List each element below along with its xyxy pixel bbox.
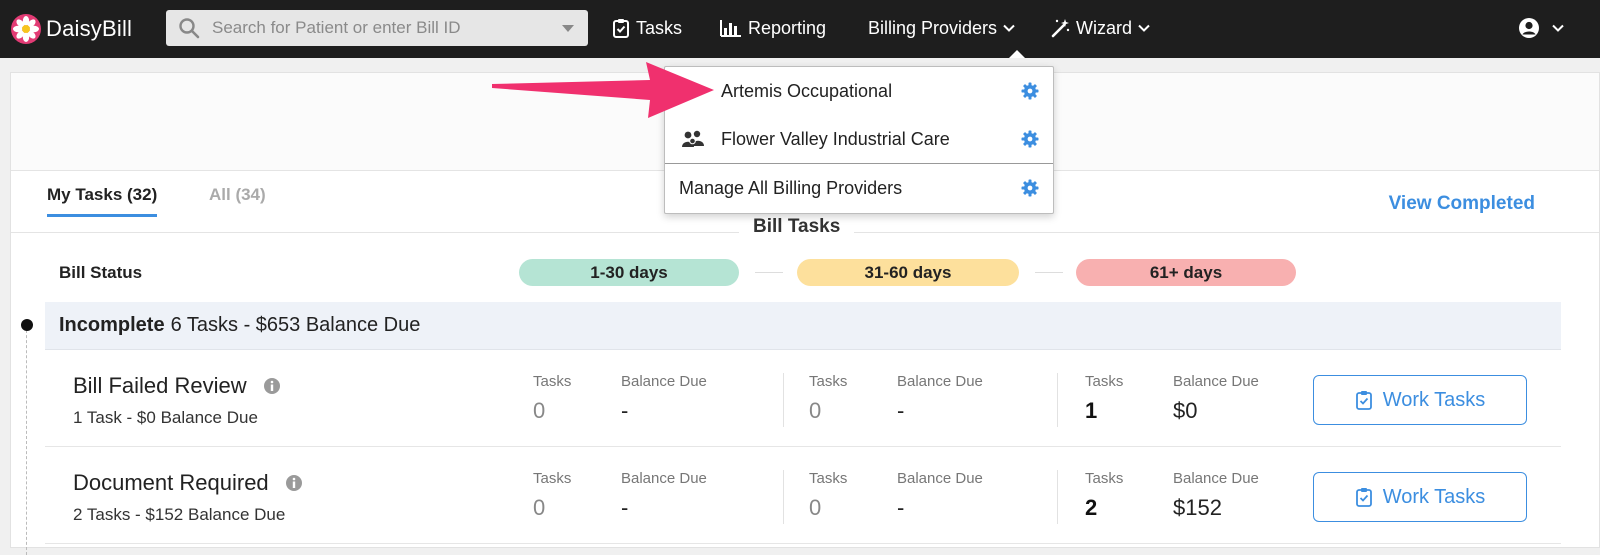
tasks-card: My Tasks (32) All (34) View Completed Bi… bbox=[10, 72, 1600, 555]
task-title: Bill Failed Review bbox=[73, 373, 281, 399]
info-icon[interactable] bbox=[285, 474, 303, 492]
bucket-2-balance: - bbox=[897, 495, 905, 520]
gear-icon[interactable] bbox=[1021, 130, 1039, 148]
top-navbar: DaisyBill Tasks Reporting Billing Provid… bbox=[0, 0, 1600, 58]
col-tasks-label: Tasks bbox=[809, 373, 848, 390]
provider-flower-valley-industrial-care[interactable]: Flower Valley Industrial Care bbox=[665, 115, 1053, 163]
work-tasks-label: Work Tasks bbox=[1382, 485, 1486, 508]
clipboard-check-icon bbox=[613, 19, 629, 38]
nav-reporting[interactable]: Reporting bbox=[720, 0, 826, 56]
nav-tasks[interactable]: Tasks bbox=[612, 0, 682, 56]
bucket-2-balance: - bbox=[897, 398, 905, 423]
col-tasks-label: Tasks bbox=[809, 470, 848, 487]
col-balance-label: Balance Due bbox=[1173, 373, 1259, 390]
bill-status-row: Bill Status 1-30 days 31-60 days 61+ day… bbox=[11, 253, 1599, 293]
bucket-divider bbox=[1035, 272, 1063, 273]
nav-wizard[interactable]: Wizard bbox=[1050, 0, 1150, 56]
search-icon bbox=[179, 18, 200, 39]
column-divider bbox=[1057, 470, 1058, 524]
nav-wizard-label: Wizard bbox=[1076, 17, 1133, 38]
col-tasks-label: Tasks bbox=[533, 373, 572, 390]
clipboard-check-icon bbox=[1355, 391, 1372, 410]
bucket-2-tasks: 0 bbox=[809, 398, 822, 423]
chevron-down-icon bbox=[1003, 24, 1015, 32]
gear-icon[interactable] bbox=[1021, 179, 1039, 197]
bucket-3-balance: $0 bbox=[1173, 398, 1198, 423]
col-tasks-label: Tasks bbox=[1085, 470, 1124, 487]
manage-providers-label: Manage All Billing Providers bbox=[679, 177, 903, 198]
brand-name: DaisyBill bbox=[46, 16, 133, 41]
task-title-text: Document Required bbox=[73, 470, 269, 495]
column-divider bbox=[1057, 373, 1058, 427]
provider-name: Flower Valley Industrial Care bbox=[721, 128, 950, 149]
daisy-flower-icon bbox=[11, 14, 41, 44]
manage-all-billing-providers[interactable]: Manage All Billing Providers bbox=[665, 164, 1053, 212]
nav-tasks-label: Tasks bbox=[636, 17, 683, 38]
group-icon bbox=[682, 130, 704, 147]
task-subtitle: 1 Task - $0 Balance Due bbox=[73, 408, 258, 427]
table-row: Document Required 2 Tasks - $152 Balance… bbox=[45, 448, 1561, 544]
bucket-1-tasks: 0 bbox=[533, 398, 546, 423]
search-input[interactable] bbox=[212, 18, 542, 38]
bucket-2-tasks: 0 bbox=[809, 495, 822, 520]
task-title-text: Bill Failed Review bbox=[73, 373, 247, 398]
magic-wand-icon bbox=[1051, 19, 1070, 38]
bucket-3-tasks: 1 bbox=[1085, 398, 1098, 423]
provider-artemis-occupational[interactable]: Artemis Occupational bbox=[665, 67, 1053, 115]
gear-icon[interactable] bbox=[1021, 82, 1039, 100]
patient-search-box[interactable] bbox=[166, 10, 588, 46]
work-tasks-button[interactable]: Work Tasks bbox=[1313, 375, 1527, 425]
bucket-3-tasks: 2 bbox=[1085, 495, 1098, 520]
bucket-31-60-days: 31-60 days bbox=[797, 259, 1019, 286]
col-balance-label: Balance Due bbox=[621, 373, 707, 390]
dropdown-pointer bbox=[1009, 50, 1025, 58]
provider-name: Artemis Occupational bbox=[721, 80, 893, 101]
info-icon[interactable] bbox=[263, 377, 281, 395]
bucket-divider bbox=[755, 272, 783, 273]
bucket-1-30-days: 1-30 days bbox=[519, 259, 739, 286]
nav-billing-providers[interactable]: Billing Providers bbox=[868, 0, 1015, 56]
annotation-arrow-icon bbox=[492, 62, 714, 118]
task-title: Document Required bbox=[73, 470, 303, 496]
col-tasks-label: Tasks bbox=[533, 470, 572, 487]
timeline-line bbox=[26, 325, 27, 555]
timeline-dot bbox=[21, 319, 33, 331]
task-subtitle: 2 Tasks - $152 Balance Due bbox=[73, 505, 286, 524]
group-summary: 6 Tasks - $653 Balance Due bbox=[170, 314, 421, 336]
col-balance-label: Balance Due bbox=[621, 470, 707, 487]
clipboard-check-icon bbox=[1355, 488, 1372, 507]
daisybill-logo[interactable]: DaisyBill bbox=[10, 12, 132, 46]
work-tasks-label: Work Tasks bbox=[1382, 388, 1486, 411]
bucket-61-plus-days: 61+ days bbox=[1076, 259, 1296, 286]
col-balance-label: Balance Due bbox=[897, 373, 983, 390]
column-divider bbox=[783, 470, 784, 524]
group-name: Incomplete bbox=[59, 314, 165, 336]
bucket-3-balance: $152 bbox=[1173, 495, 1222, 520]
dropdown-divider bbox=[665, 163, 1053, 164]
search-dropdown-caret-icon[interactable] bbox=[562, 25, 574, 32]
work-tasks-button[interactable]: Work Tasks bbox=[1313, 472, 1527, 522]
bill-status-label: Bill Status bbox=[59, 263, 143, 282]
chevron-down-icon bbox=[1138, 24, 1150, 32]
bucket-1-balance: - bbox=[621, 398, 629, 423]
user-circle-icon bbox=[1519, 18, 1539, 38]
col-balance-label: Balance Due bbox=[897, 470, 983, 487]
group-incomplete-header[interactable]: Incomplete 6 Tasks - $653 Balance Due bbox=[45, 302, 1561, 350]
tab-my-tasks[interactable]: My Tasks (32) bbox=[47, 185, 158, 217]
bucket-1-tasks: 0 bbox=[533, 495, 546, 520]
bar-chart-icon bbox=[720, 20, 741, 37]
nav-reporting-label: Reporting bbox=[748, 17, 827, 38]
tab-all[interactable]: All (34) bbox=[209, 185, 266, 204]
billing-providers-dropdown: Artemis Occupational Flower Vall bbox=[664, 66, 1054, 214]
nav-billing-providers-label: Billing Providers bbox=[868, 17, 998, 38]
chevron-down-icon bbox=[1552, 24, 1564, 32]
user-menu[interactable] bbox=[1518, 0, 1564, 56]
col-tasks-label: Tasks bbox=[1085, 373, 1124, 390]
col-balance-label: Balance Due bbox=[1173, 470, 1259, 487]
column-divider bbox=[783, 373, 784, 427]
bill-tasks-heading: Bill Tasks bbox=[739, 216, 855, 238]
bucket-1-balance: - bbox=[621, 495, 629, 520]
table-row: Bill Failed Review 1 Task - $0 Balance D… bbox=[45, 351, 1561, 447]
view-completed-link[interactable]: View Completed bbox=[1388, 193, 1535, 214]
